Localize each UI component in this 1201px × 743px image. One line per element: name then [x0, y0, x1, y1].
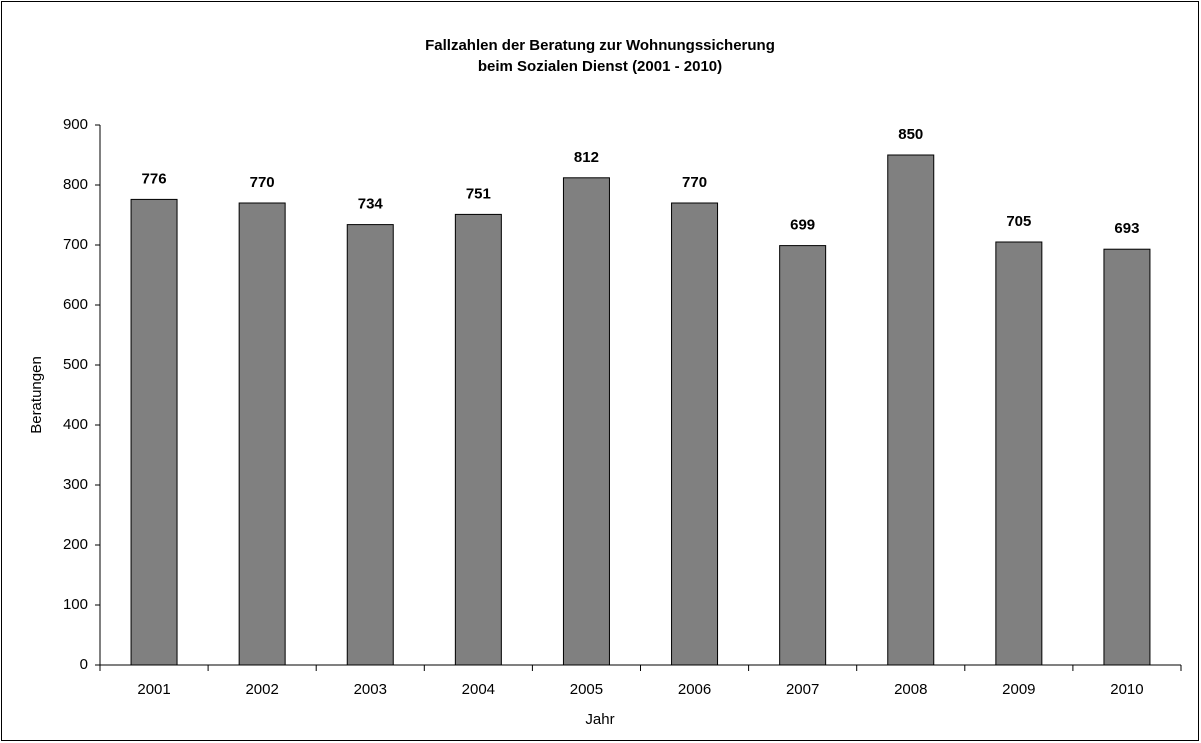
y-tick-label: 800: [63, 176, 88, 193]
x-tick-label: 2007: [786, 681, 819, 698]
x-tick-label: 2006: [678, 681, 711, 698]
bar: [671, 202, 719, 666]
x-tick-label: 2010: [1110, 681, 1143, 698]
bar: [779, 245, 827, 666]
data-label: 693: [1114, 220, 1139, 237]
x-tick-label: 2001: [137, 681, 170, 698]
y-tick-label: 700: [63, 236, 88, 253]
data-label: 734: [358, 196, 384, 213]
bar: [346, 224, 394, 666]
x-tick-label: 2002: [245, 681, 278, 698]
data-label: 770: [682, 174, 707, 191]
bar: [130, 198, 178, 666]
y-tick-label: 200: [63, 536, 88, 553]
x-axis-label: Jahr: [585, 711, 614, 728]
data-label: 699: [790, 217, 815, 234]
data-label: 776: [142, 170, 167, 187]
data-label: 751: [466, 185, 491, 202]
bar: [562, 177, 610, 666]
bar: [887, 154, 935, 666]
x-tick-label: 2003: [354, 681, 387, 698]
y-tick-label: 900: [63, 116, 88, 133]
bar: [238, 202, 286, 666]
data-label: 705: [1006, 213, 1031, 230]
x-tick-label: 2009: [1002, 681, 1035, 698]
chart-title: Fallzahlen der Beratung zur Wohnungssich…: [425, 37, 775, 54]
x-tick-label: 2008: [894, 681, 927, 698]
y-tick-label: 100: [63, 596, 88, 613]
data-label: 850: [898, 126, 923, 143]
y-tick-label: 500: [63, 356, 88, 373]
y-tick-label: 400: [63, 416, 88, 433]
bar: [454, 213, 502, 666]
x-tick-label: 2005: [570, 681, 603, 698]
bar: [1103, 248, 1151, 666]
x-tick-label: 2004: [462, 681, 495, 698]
data-label: 770: [250, 174, 275, 191]
y-tick-label: 600: [63, 296, 88, 313]
bar: [995, 241, 1043, 666]
data-label: 812: [574, 149, 599, 166]
y-tick-label: 300: [63, 476, 88, 493]
y-axis-label: Beratungen: [28, 356, 45, 434]
y-tick-label: 0: [80, 656, 88, 673]
chart-title: beim Sozialen Dienst (2001 - 2010): [478, 58, 722, 75]
